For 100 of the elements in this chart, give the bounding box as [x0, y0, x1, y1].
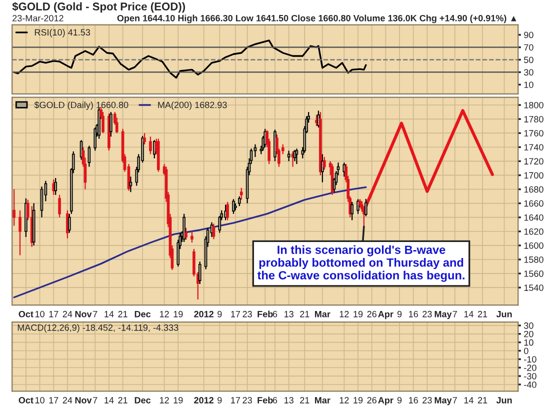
x-tick-label: Apr — [378, 311, 394, 320]
x-tick-label: 7 — [452, 311, 457, 318]
x-tick-label: 17 — [49, 397, 58, 404]
x-tick-label: 10 — [35, 397, 44, 404]
x-tick-label: Dec — [134, 311, 151, 318]
x-tick-label: 23 — [242, 397, 252, 404]
candlestick — [149, 136, 152, 155]
x-tick-label: 16 — [409, 310, 418, 318]
x-tick-label: 21 — [478, 310, 488, 318]
candlestick — [240, 187, 243, 200]
candlestick — [254, 144, 257, 158]
y-tick-label: 1600 — [524, 242, 544, 249]
x-tick-label: 17 — [49, 311, 58, 318]
x-tick-label: 21 — [118, 310, 128, 318]
x-tick-label: 19 — [174, 310, 183, 318]
candlestick — [12, 188, 16, 226]
candlestick — [182, 213, 186, 242]
x-tick-label: 19 — [354, 397, 363, 404]
x-tick-label: Feb — [258, 310, 273, 318]
legend-label: MA(200) 1682.93 — [158, 101, 227, 110]
legend-label: $GOLD (Daily) 1660.80 — [34, 101, 128, 110]
y-tick-label: 10 — [524, 339, 534, 346]
candlestick — [68, 213, 71, 234]
candlestick — [143, 132, 146, 145]
chart-title: $GOLD (Gold - Spot Price (EOD)) — [12, 2, 186, 13]
candlestick — [190, 230, 194, 244]
y-tick-label: 30 — [524, 69, 534, 76]
candlestick — [198, 261, 202, 285]
x-tick-label: Dec — [134, 397, 151, 404]
candlestick — [58, 194, 61, 218]
y-tick-label: 1700 — [524, 172, 544, 179]
candlestick — [350, 201, 354, 221]
x-tick-label: 9 — [397, 397, 402, 404]
x-tick-label: 7 — [93, 397, 98, 404]
y-tick-label: 1780 — [524, 116, 544, 122]
x-tick-label: 24 — [62, 397, 72, 404]
x-tick-label: Jun — [496, 397, 512, 404]
x-tick-label: Mar — [314, 397, 330, 404]
x-tick-label: 26 — [367, 310, 376, 318]
x-tick-label: 17 — [231, 311, 240, 318]
candlestick — [88, 145, 91, 168]
y-tick-label: 0 — [524, 348, 528, 354]
x-tick-label: Nov — [75, 311, 92, 318]
x-tick-label: 17 — [231, 397, 240, 404]
x-tick-label: 21 — [300, 310, 310, 318]
line-series — [13, 40, 367, 79]
text: Open 1644.10 High 1666.30 Low 1641.50 Close 1660.80 Volume 136.0K Chg +14.90 (+0.91%) ▲ — [117, 14, 516, 24]
y-tick-label: 1580 — [524, 256, 544, 263]
x-tick-label: 12 — [160, 397, 169, 404]
x-tick-label: 12 — [340, 310, 349, 318]
x-tick-label: 2012 — [194, 397, 214, 404]
y-tick-label: 1680 — [524, 186, 544, 193]
x-tick-label: 9 — [218, 397, 222, 404]
x-tick-label: 14 — [104, 397, 114, 404]
annotation: In this scenario gold's B-wave probably bottomed on Thursday and the C-wave consolidation has begun. — [257, 245, 464, 282]
x-tick-label: 9 — [397, 310, 402, 318]
x-tick-label: 13 — [284, 310, 294, 318]
y-tick-label: 50 — [524, 56, 534, 64]
y-tick-label: 20 — [524, 330, 534, 338]
candlestick — [184, 227, 188, 240]
y-tick-label: 1640 — [524, 214, 544, 221]
x-tick-label: 2012 — [194, 310, 214, 318]
x-tick-label: 23 — [422, 310, 432, 318]
x-tick-label: 26 — [367, 397, 376, 404]
candlestick — [287, 150, 290, 162]
y-tick-label: -20 — [524, 364, 536, 371]
x-tick-label: 12 — [340, 397, 349, 404]
y-tick-label: 10 — [524, 82, 534, 88]
x-tick-label: 23 — [242, 310, 252, 318]
x-tick-label: Feb — [258, 396, 273, 404]
y-tick-label: 1660 — [524, 200, 544, 207]
x-tick-label: 14 — [464, 311, 474, 318]
candlestick — [364, 198, 368, 217]
x-tick-label: 14 — [104, 311, 114, 318]
candlestick — [238, 196, 241, 207]
x-tick-label: 21 — [300, 397, 310, 404]
x-tick-label: 21 — [478, 397, 488, 404]
x-tick-label: 7 — [452, 397, 457, 404]
x-tick-label: 21 — [118, 397, 128, 404]
x-tick-label: 12 — [160, 310, 169, 318]
x-tick-label: 14 — [464, 397, 474, 404]
candlestick — [110, 111, 112, 138]
x-tick-label: Apr — [378, 397, 394, 406]
x-tick-label: May — [434, 397, 452, 406]
x-tick-label: 24 — [62, 310, 72, 318]
x-tick-label: 6 — [272, 310, 278, 318]
y-tick-label: 1760 — [524, 130, 544, 136]
y-tick-label: 1560 — [524, 270, 544, 277]
x-tick-label: 10 — [35, 310, 44, 318]
y-tick-label: 1540 — [524, 284, 544, 291]
y-tick-label: -10 — [524, 356, 536, 363]
x-tick-label: 23 — [422, 397, 432, 404]
y-tick-label: -40 — [524, 381, 536, 388]
candlestick — [18, 210, 22, 256]
x-tick-label: 13 — [284, 397, 294, 404]
x-tick-label: 6 — [272, 397, 278, 404]
candlestick — [212, 223, 216, 240]
y-tick-label: 1620 — [524, 228, 544, 235]
candlestick — [356, 198, 360, 214]
candlestick — [226, 201, 229, 221]
